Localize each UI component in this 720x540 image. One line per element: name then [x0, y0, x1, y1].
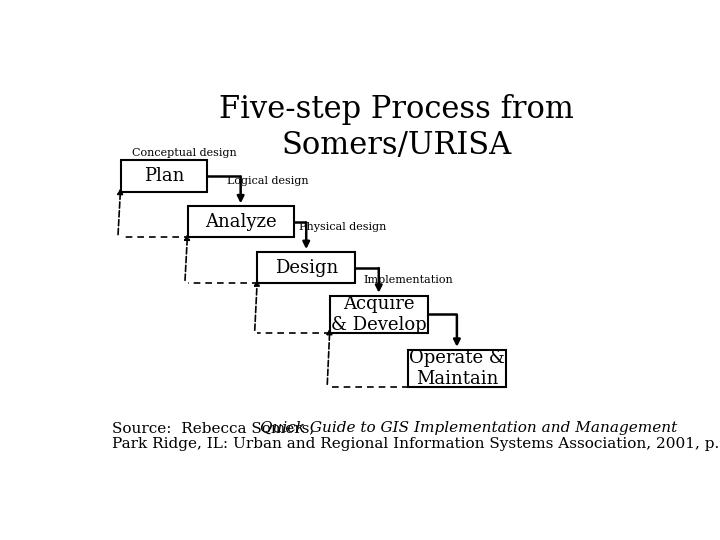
Bar	[188, 206, 294, 238]
Text: Plan: Plan	[144, 167, 184, 185]
Text: Operate &
Maintain: Operate & Maintain	[409, 349, 505, 388]
Text: Source:  Rebecca Somers,: Source: Rebecca Somers,	[112, 421, 324, 435]
Text: Quick Guide to GIS Implementation and Management: Quick Guide to GIS Implementation and Ma…	[260, 421, 678, 435]
Bar	[408, 349, 505, 387]
Bar	[121, 160, 207, 192]
Bar	[330, 295, 428, 333]
Text: Acquire
& Develop: Acquire & Develop	[331, 295, 426, 334]
Text: Design: Design	[274, 259, 338, 276]
Bar	[258, 252, 355, 283]
Text: Five-step Process from
Somers/URISA: Five-step Process from Somers/URISA	[220, 94, 575, 161]
Text: Logical design: Logical design	[227, 176, 308, 186]
Text: Physical design: Physical design	[300, 222, 387, 232]
Text: Conceptual design: Conceptual design	[132, 148, 237, 158]
Text: Implementation: Implementation	[364, 275, 453, 285]
Text: Park Ridge, IL: Urban and Regional Information Systems Association, 2001, p.7: Park Ridge, IL: Urban and Regional Infor…	[112, 437, 720, 451]
Text: Analyze: Analyze	[205, 213, 276, 231]
